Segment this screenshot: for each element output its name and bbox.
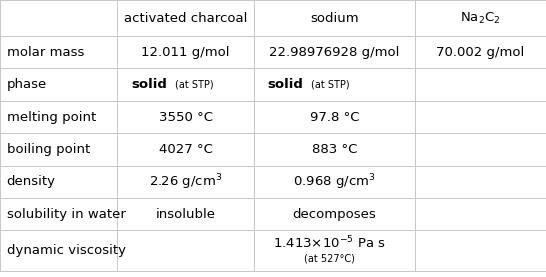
- Text: solid: solid: [131, 78, 167, 91]
- Text: phase: phase: [7, 78, 47, 91]
- Text: 12.011 g/mol: 12.011 g/mol: [141, 46, 230, 59]
- Text: 97.8 °C: 97.8 °C: [310, 111, 359, 124]
- Text: 2.26 g/cm$^3$: 2.26 g/cm$^3$: [149, 172, 222, 192]
- Text: 1.413$\times$10$^{-5}$ Pa s: 1.413$\times$10$^{-5}$ Pa s: [272, 234, 385, 251]
- Text: (at STP): (at STP): [311, 79, 350, 90]
- Text: molar mass: molar mass: [7, 46, 84, 59]
- Text: Na$_2$C$_2$: Na$_2$C$_2$: [460, 11, 501, 25]
- Text: melting point: melting point: [7, 111, 96, 124]
- Text: decomposes: decomposes: [293, 208, 376, 221]
- Text: 70.002 g/mol: 70.002 g/mol: [436, 46, 525, 59]
- Text: solid: solid: [268, 78, 304, 91]
- Text: 883 °C: 883 °C: [312, 143, 357, 156]
- Text: density: density: [7, 175, 56, 188]
- Text: solubility in water: solubility in water: [7, 208, 126, 221]
- Text: insoluble: insoluble: [156, 208, 216, 221]
- Text: 4027 °C: 4027 °C: [159, 143, 212, 156]
- Text: (at 527°C): (at 527°C): [304, 254, 354, 264]
- Text: activated charcoal: activated charcoal: [124, 12, 247, 24]
- Text: (at STP): (at STP): [175, 79, 213, 90]
- Text: 3550 °C: 3550 °C: [159, 111, 212, 124]
- Text: sodium: sodium: [310, 12, 359, 24]
- Text: dynamic viscosity: dynamic viscosity: [7, 245, 126, 257]
- Text: 22.98976928 g/mol: 22.98976928 g/mol: [269, 46, 400, 59]
- Text: boiling point: boiling point: [7, 143, 90, 156]
- Text: 0.968 g/cm$^3$: 0.968 g/cm$^3$: [293, 172, 376, 192]
